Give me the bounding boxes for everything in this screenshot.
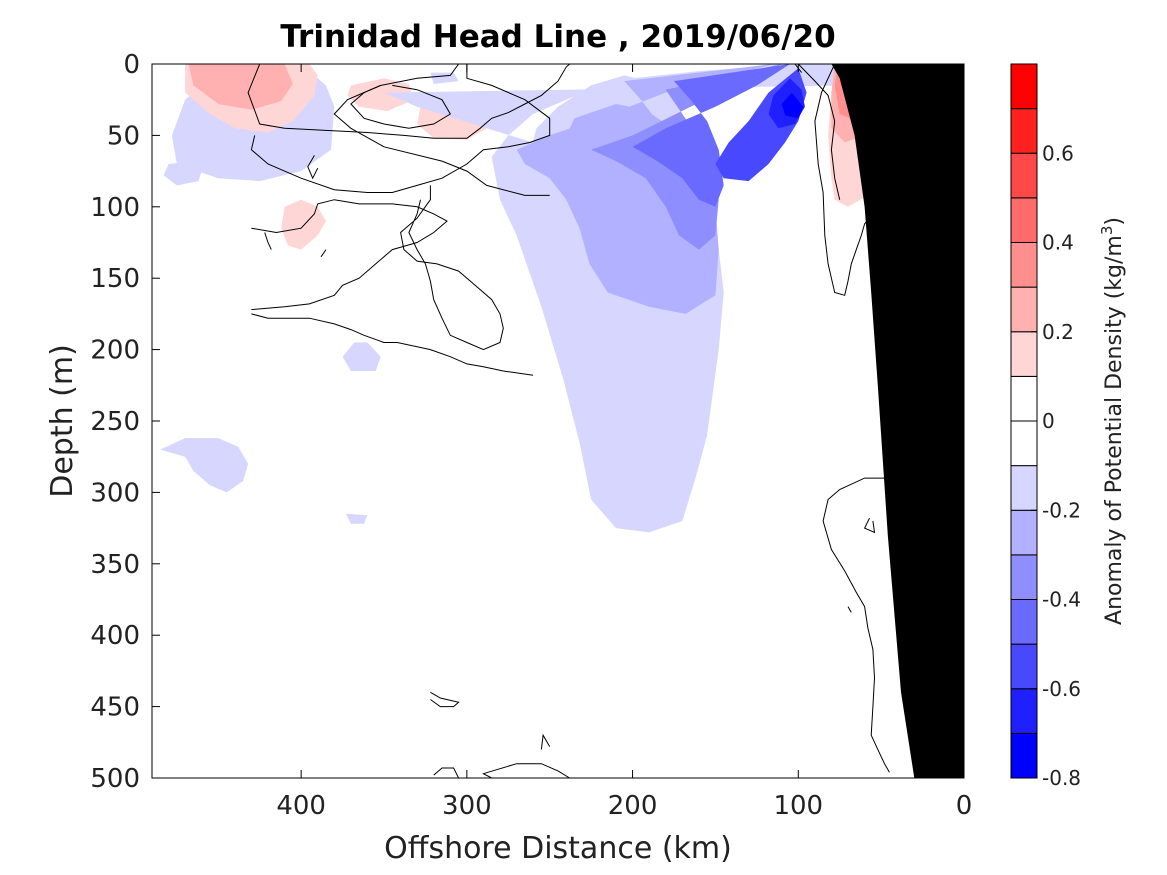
zero-contour-line-13 — [320, 249, 327, 258]
zero-contour-layer — [247, 64, 908, 778]
x-axis: 400 300 200 100 0 — [276, 64, 972, 821]
y-tick-label: 50 — [107, 121, 140, 151]
colorbar-tick-label: -0.6 — [1042, 677, 1081, 701]
zero-contour-line-6 — [400, 185, 504, 351]
colorbar-label: Anomaly of Potential Density (kg/m3) — [1098, 217, 1127, 625]
colorbar-band-9 — [1010, 331, 1038, 377]
y-tick-label: 450 — [90, 693, 140, 723]
colorbar-tick-label: -0.2 — [1042, 498, 1081, 522]
colorbar-band-15 — [1010, 63, 1038, 110]
colorbar-band-8 — [1010, 375, 1038, 422]
colorbar-ticks: -0.8 -0.6 -0.4 -0.2 0 0.2 0.4 0.6 — [1031, 141, 1081, 790]
y-tick-label: 200 — [90, 336, 140, 366]
x-tick-label: 200 — [608, 791, 658, 821]
zero-contour-line-14 — [430, 691, 460, 708]
anomaly-region-9 — [430, 72, 459, 84]
zero-contour-line-16 — [433, 767, 460, 778]
y-tick-label: 150 — [90, 264, 140, 294]
anomaly-region-10 — [163, 161, 202, 186]
colorbar-tick-label: 0 — [1042, 409, 1055, 433]
y-tick-label: 250 — [90, 407, 140, 437]
chart-title: Trinidad Head Line , 2019/06/20 — [280, 19, 835, 55]
zero-contour-line-8 — [797, 64, 841, 200]
y-tick-label: 300 — [90, 478, 140, 508]
zero-contour-line-2 — [333, 64, 550, 196]
zero-contour-line-5 — [350, 84, 451, 129]
y-tick-label: 400 — [90, 621, 140, 651]
anomaly-region-14 — [632, 64, 790, 207]
colorbar-band-1 — [1010, 688, 1038, 734]
x-tick-label: 300 — [442, 791, 492, 821]
y-axis-label: Depth (m) — [45, 344, 80, 498]
colorbar-tick-label: 0.6 — [1042, 141, 1074, 165]
colorbar-tick-label: -0.4 — [1042, 588, 1081, 612]
colorbar-band-7 — [1010, 420, 1038, 467]
colorbar-label-exponent: 3 — [1098, 226, 1116, 236]
y-tick-label: 350 — [90, 550, 140, 580]
anomaly-region-25 — [342, 342, 381, 371]
anomaly-region-12 — [516, 64, 774, 314]
bathymetry-layer — [831, 64, 964, 778]
colorbar-band-2 — [1010, 643, 1038, 690]
anomaly-region-2 — [188, 64, 293, 110]
y-tick-label: 0 — [123, 50, 140, 80]
colorbar-label-prefix: Anomaly of Potential Density (kg/m — [1102, 235, 1127, 625]
zero-contour-line-12 — [847, 606, 852, 613]
colorbar-band-5 — [1010, 509, 1038, 556]
colorbar-band-3 — [1010, 599, 1038, 645]
colorbar-band-14 — [1010, 108, 1038, 154]
colorbar-band-0 — [1010, 732, 1038, 779]
anomaly-region-17 — [781, 92, 804, 119]
y-tick-label: 100 — [90, 193, 140, 223]
zero-contour-line-4 — [251, 313, 534, 376]
colorbar-tick-label: -0.8 — [1042, 766, 1081, 790]
colorbar — [1010, 63, 1038, 779]
y-tick-label: 500 — [90, 764, 140, 794]
colorbar-label-suffix: ) — [1102, 217, 1127, 226]
anomaly-region-11 — [384, 64, 848, 533]
x-tick-label: 0 — [956, 791, 973, 821]
x-tick-label: 400 — [276, 791, 326, 821]
zero-contour-line-17 — [482, 763, 570, 778]
colorbar-band-11 — [1010, 242, 1038, 288]
colorbar-band-6 — [1010, 465, 1038, 511]
x-tick-label: 100 — [773, 791, 823, 821]
colorbar-tick-label: 0.4 — [1042, 231, 1074, 255]
zero-contour-line-0 — [247, 64, 570, 139]
anomaly-region-26 — [160, 438, 249, 493]
colorbar-band-13 — [1010, 152, 1038, 199]
colorbar-band-4 — [1010, 554, 1038, 600]
zero-contour-line-11 — [863, 517, 876, 534]
x-axis-label: Offshore Distance (km) — [384, 831, 732, 866]
y-axis: 0 50 100 150 200 250 300 350 400 450 500 — [90, 50, 964, 794]
zero-contour-line-1 — [250, 64, 551, 193]
colorbar-band-12 — [1010, 197, 1038, 243]
seafloor-bathymetry — [831, 64, 964, 778]
zero-contour-line-15 — [540, 733, 551, 750]
anomaly-region-27 — [345, 513, 368, 524]
colorbar-band-10 — [1010, 286, 1038, 333]
colorbar-tick-label: 0.2 — [1042, 320, 1074, 344]
zero-contour-line-3 — [251, 199, 448, 311]
zero-contour-line-10 — [307, 155, 319, 180]
zero-contour-line-9 — [264, 232, 272, 250]
